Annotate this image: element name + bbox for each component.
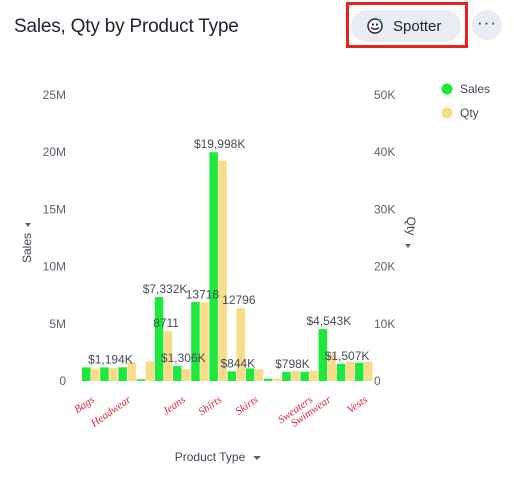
data-label: $19,998K	[194, 137, 245, 151]
y-left-tick-label: 10M	[43, 260, 66, 274]
bar-qty[interactable]	[309, 370, 318, 381]
legend-marker-qty	[441, 107, 453, 119]
legend-label-sales[interactable]: Sales	[460, 82, 490, 96]
x-tick-label: Vests	[345, 394, 370, 416]
x-axis-sort-icon[interactable]	[253, 456, 261, 460]
y-axis-left-title[interactable]: Sales	[20, 233, 34, 263]
y-axis-right-title[interactable]: Qty	[404, 217, 418, 236]
x-tick-label: Shirts	[196, 394, 224, 419]
bar-sales[interactable]	[173, 366, 182, 381]
legend-marker-sales	[441, 83, 453, 95]
x-tick-label: Headwear	[88, 393, 134, 430]
bar-sales[interactable]	[245, 368, 255, 381]
bar-qty[interactable]	[345, 361, 355, 381]
bar-qty[interactable]	[163, 331, 173, 381]
spotter-button[interactable]: Spotter	[351, 10, 461, 42]
bar-qty[interactable]	[145, 361, 155, 381]
bar-sales[interactable]	[355, 362, 364, 381]
bar-qty[interactable]	[236, 307, 246, 381]
y-left-tick-label: 20M	[43, 145, 66, 159]
x-tick-label: Bags	[72, 394, 97, 416]
data-label: 13718	[186, 288, 220, 302]
y-axis-right-sort-icon[interactable]	[405, 244, 411, 248]
bar-sales[interactable]	[336, 363, 346, 381]
bar-sales[interactable]	[100, 367, 109, 381]
y-right-tick-label: 30K	[374, 202, 395, 216]
bar-qty[interactable]	[182, 368, 191, 381]
bar-qty[interactable]	[327, 354, 337, 381]
bar-qty[interactable]	[364, 361, 373, 381]
y-right-tick-label: 10K	[374, 317, 395, 331]
bar-sales[interactable]	[82, 367, 91, 381]
y-right-tick-label: 50K	[374, 88, 395, 102]
bar-sales[interactable]	[118, 367, 127, 381]
data-label: $844K	[220, 356, 255, 370]
y-right-tick-label: 20K	[374, 260, 395, 274]
spotter-label: Spotter	[393, 17, 442, 35]
bar-sales[interactable]	[282, 371, 291, 381]
data-label: 12796	[222, 293, 256, 307]
data-label: $1,306K	[161, 351, 206, 365]
data-label: 8711	[153, 316, 179, 330]
spotter-icon	[367, 18, 383, 34]
data-label: $7,332K	[143, 282, 188, 296]
bar-sales[interactable]	[191, 302, 200, 381]
more-options-button[interactable]: ···	[472, 10, 502, 40]
y-left-tick-label: 0	[59, 374, 66, 388]
bar-sales[interactable]	[209, 152, 218, 381]
y-axis-left-sort-icon[interactable]	[25, 223, 31, 227]
x-tick-label: Skirts	[233, 394, 260, 418]
bar-qty[interactable]	[273, 378, 282, 381]
bar-qty[interactable]	[291, 370, 300, 381]
legend-label-qty[interactable]: Qty	[460, 106, 479, 120]
data-label: $798K	[275, 357, 310, 371]
chart-title: Sales, Qty by Product Type	[14, 16, 239, 37]
bar-qty[interactable]	[91, 368, 100, 381]
more-icon: ···	[477, 13, 497, 32]
bar-sales[interactable]	[136, 379, 146, 381]
x-axis-title[interactable]: Product Type	[175, 450, 246, 464]
highlight-frame	[346, 2, 468, 48]
y-right-tick-label: 0	[374, 374, 381, 388]
bar-sales[interactable]	[318, 329, 328, 381]
bar-qty[interactable]	[218, 160, 227, 381]
y-right-tick-label: 40K	[374, 145, 395, 159]
y-left-tick-label: 25M	[43, 88, 66, 102]
bar-sales[interactable]	[154, 297, 164, 381]
data-label: $4,543K	[306, 314, 351, 328]
bar-qty[interactable]	[254, 369, 264, 381]
data-label: $1,507K	[325, 349, 370, 363]
bar-qty[interactable]	[127, 362, 136, 381]
bar-qty[interactable]	[200, 302, 209, 381]
bar-sales[interactable]	[227, 371, 237, 381]
data-label: $1,194K	[88, 352, 133, 366]
legend: Sales Qty	[441, 82, 490, 120]
bar-sales[interactable]	[300, 371, 309, 381]
y-left-tick-label: 15M	[43, 202, 66, 216]
y-left-tick-label: 5M	[49, 317, 66, 331]
bar-sales[interactable]	[264, 378, 273, 381]
bar-qty[interactable]	[109, 367, 118, 381]
x-tick-label: Jeans	[160, 394, 187, 418]
